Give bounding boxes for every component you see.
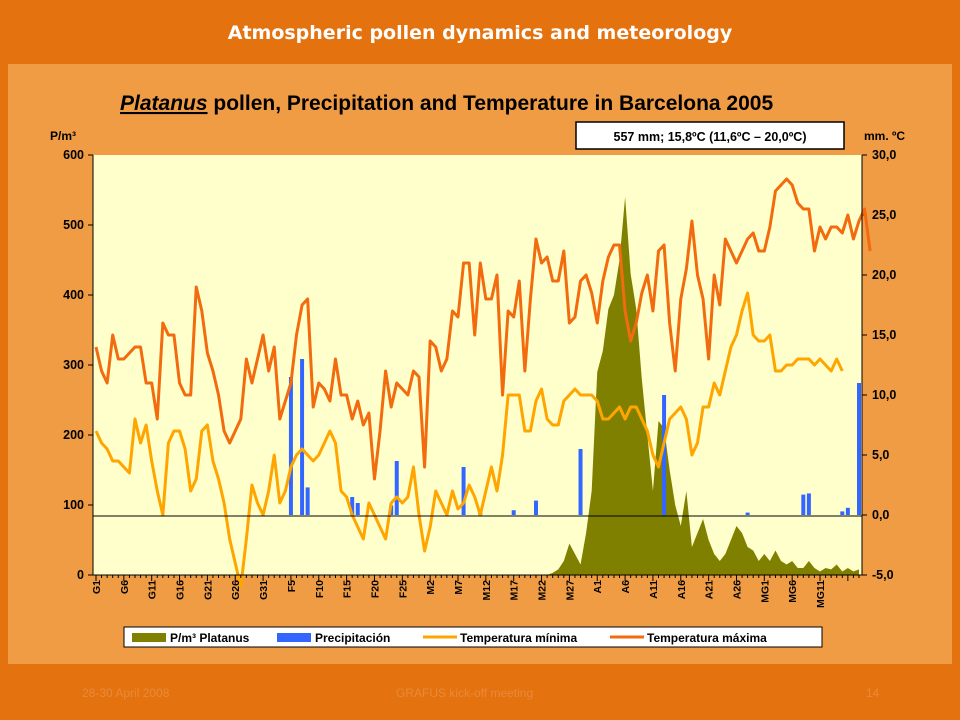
- legend-swatch-precipitation: [277, 633, 311, 642]
- series-temp-max-line: [94, 177, 872, 481]
- y-left-axis: 0 100 200 300 400 500 600: [63, 148, 93, 582]
- legend-label-precipitation: Precipitación: [315, 631, 390, 645]
- x-tick-label: G26: [230, 580, 242, 600]
- temp-layer: [94, 177, 872, 589]
- x-tick-label: A1: [592, 580, 604, 594]
- x-axis: G1 G6 G11 G16 G21 G26 G31 F5 F10 F15 F20 F25 M2 M7 M12…: [91, 575, 860, 608]
- y-left-tick-label: 200: [63, 428, 84, 442]
- y-left-tick-label: 300: [63, 358, 84, 372]
- slide-title: Atmospheric pollen dynamics and meteorol…: [227, 22, 733, 44]
- precipitation-bar: [745, 512, 750, 515]
- chart-title: Platanus pollen, Precipitation and Tempe…: [120, 92, 773, 115]
- y-left-tick-label: 400: [63, 288, 84, 302]
- y-right-tick-label: 10,0: [872, 388, 896, 402]
- plot-area: [93, 155, 862, 575]
- x-tick-label: MG11: [815, 580, 827, 608]
- y-right-tick-label: 30,0: [872, 148, 896, 162]
- precipitation-bar: [857, 383, 861, 515]
- y-right-tick-label: 5,0: [872, 448, 889, 462]
- legend-label-temp-max: Temperatura máxima: [647, 631, 767, 645]
- precipitation-bar: [578, 449, 583, 515]
- footer-page: 14: [866, 686, 880, 700]
- footer-event: GRAFUS kick-off meeting: [396, 686, 534, 700]
- x-tick-label: G31: [258, 580, 270, 600]
- x-tick-label: M12: [481, 580, 493, 601]
- x-tick-label: F20: [369, 580, 381, 598]
- precipitation-bar: [845, 507, 850, 515]
- y-left-tick-label: 0: [77, 568, 84, 582]
- x-tick-label: G16: [175, 580, 187, 600]
- series-pollen-area: [96, 197, 859, 575]
- x-tick-label: A16: [676, 580, 688, 599]
- y-left-tick-label: 500: [63, 218, 84, 232]
- footer-date: 28-30 April 2008: [82, 686, 170, 700]
- pollen-layer: [96, 197, 859, 575]
- x-tick-label: M17: [509, 580, 521, 601]
- y-left-unit: P/m³: [50, 129, 76, 143]
- legend-label-pollen: P/m³ Platanus: [170, 631, 250, 645]
- precipitation-bar: [350, 497, 355, 515]
- x-tick-label: G6: [119, 580, 131, 594]
- x-tick-label: A21: [704, 580, 716, 599]
- chart-title-rest: pollen, Precipitation and Temperature in…: [208, 92, 774, 115]
- y-right-tick-label: 25,0: [872, 208, 896, 222]
- x-tick-label: MG1: [759, 580, 771, 603]
- y-right-tick-label: -5,0: [872, 568, 894, 582]
- y-right-tick-label: 0,0: [872, 508, 889, 522]
- x-tick-label: F10: [314, 580, 326, 598]
- x-tick-label: A11: [648, 580, 660, 599]
- y-left-tick-label: 600: [63, 148, 84, 162]
- x-tick-label: M7: [453, 580, 465, 595]
- x-tick-label: F25: [397, 580, 409, 598]
- y-left-tick-label: 100: [63, 498, 84, 512]
- precipitation-bar: [533, 500, 538, 515]
- x-tick-label: A6: [620, 580, 632, 594]
- y-right-tick-label: 20,0: [872, 268, 896, 282]
- annotation-text: 557 mm; 15,8ºC (11,6ºC – 20,0ºC): [614, 130, 807, 144]
- legend-swatch-pollen: [132, 633, 166, 642]
- precipitation-bar: [511, 510, 516, 515]
- annotation-box: [575, 121, 845, 150]
- precipitation-bar: [305, 487, 310, 515]
- x-tick-label: F15: [342, 580, 354, 598]
- y-right-unit: mm. ºC: [864, 129, 905, 143]
- x-tick-label: G1: [91, 580, 103, 594]
- legend: P/m³ Platanus Precipitación Temperatura …: [123, 626, 823, 648]
- x-tick-label: M22: [537, 580, 549, 601]
- precipitation-bar: [662, 395, 667, 515]
- precipitation-bar: [355, 503, 360, 515]
- precipitation-bar: [394, 461, 399, 515]
- chart-title-italic: Platanus: [120, 92, 208, 115]
- x-tick-label: MG6: [787, 580, 799, 603]
- precipitation-bar: [300, 359, 305, 515]
- x-tick-label: F5: [286, 580, 298, 592]
- legend-label-temp-min: Temperatura mínima: [460, 631, 577, 645]
- series-temp-min-line: [94, 291, 844, 589]
- precipitation-bar: [461, 467, 466, 515]
- x-tick-label: M27: [564, 580, 576, 601]
- x-tick-label: A26: [731, 580, 743, 599]
- precipitation-bar: [801, 494, 806, 515]
- y-right-axis: -5,0 0,0 5,0 10,0 15,0 20,0 25,0 30,0: [862, 148, 896, 582]
- x-tick-label: G21: [202, 580, 214, 600]
- precipitation-bar: [806, 493, 811, 515]
- y-right-tick-label: 15,0: [872, 328, 896, 342]
- x-tick-label: G11: [147, 580, 159, 599]
- precipitation-bar: [840, 511, 845, 515]
- x-tick-label: M2: [425, 580, 437, 595]
- precipitation-bar: [288, 377, 293, 515]
